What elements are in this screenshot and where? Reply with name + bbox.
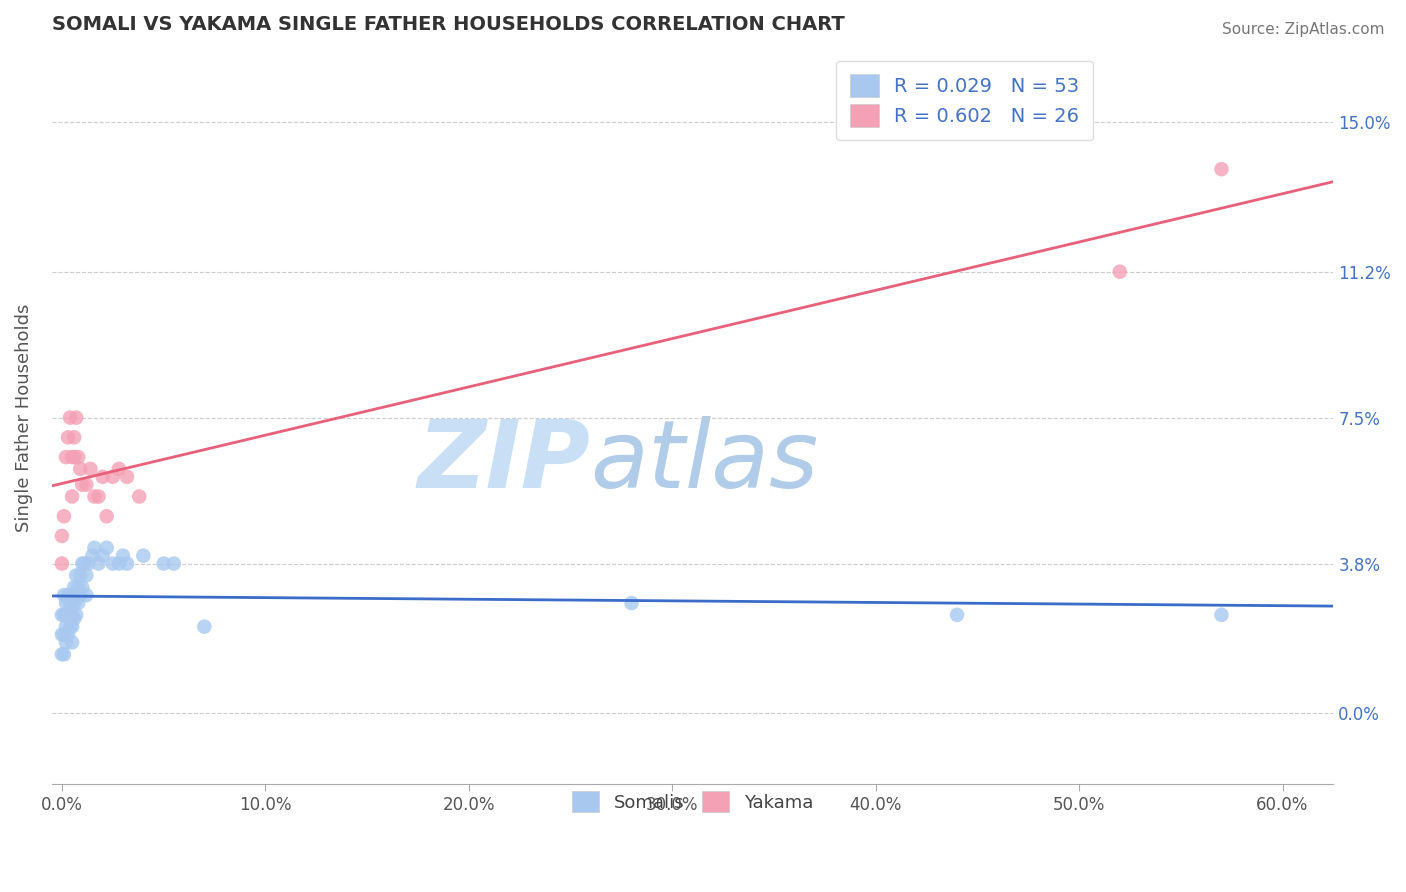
Point [101,557,124,571]
Point [60,588,83,602]
Point [63,430,86,444]
Point [163,557,186,571]
Point [52,627,75,641]
Point [72,477,94,491]
Point [65,588,87,602]
Point [60,607,83,622]
Point [1108,265,1130,279]
Point [67,596,90,610]
Point [72,580,94,594]
Point [59,620,82,634]
Point [83,541,105,555]
Point [946,607,969,622]
Text: ZIP: ZIP [418,416,591,508]
Point [73,557,96,571]
Legend: Somalis, Yakama: Somalis, Yakama [558,777,828,827]
Point [75,568,97,582]
Point [69,462,91,476]
Point [59,596,82,610]
Point [52,647,75,661]
Point [132,549,155,563]
Point [55,450,77,464]
Point [63,580,86,594]
Point [96,541,118,555]
Point [60,490,83,504]
Text: SOMALI VS YAKAMA SINGLE FATHER HOUSEHOLDS CORRELATION CHART: SOMALI VS YAKAMA SINGLE FATHER HOUSEHOLD… [52,15,845,34]
Y-axis label: Single Father Households: Single Father Households [15,303,32,532]
Point [96,509,118,524]
Point [63,450,86,464]
Point [65,607,87,622]
Point [59,410,82,425]
Point [65,410,87,425]
Point [101,470,124,484]
Point [56,607,79,622]
Point [56,588,79,602]
Point [77,557,100,571]
Point [51,607,73,622]
Point [111,549,134,563]
Point [60,635,83,649]
Point [55,620,77,634]
Point [115,557,138,571]
Text: atlas: atlas [591,417,818,508]
Point [1211,607,1233,622]
Point [75,588,97,602]
Point [55,635,77,649]
Point [55,607,77,622]
Point [620,596,643,610]
Point [152,557,174,571]
Point [87,490,110,504]
Point [115,470,138,484]
Point [55,596,77,610]
Point [108,462,131,476]
Point [51,647,73,661]
Point [193,620,215,634]
Point [52,588,75,602]
Point [65,568,87,582]
Point [51,557,73,571]
Point [91,549,114,563]
Point [60,450,83,464]
Point [83,490,105,504]
Point [51,529,73,543]
Point [72,557,94,571]
Point [91,470,114,484]
Text: Source: ZipAtlas.com: Source: ZipAtlas.com [1222,22,1385,37]
Point [69,588,91,602]
Point [52,509,75,524]
Point [63,596,86,610]
Point [56,627,79,641]
Point [60,620,83,634]
Point [56,430,79,444]
Point [69,568,91,582]
Point [75,477,97,491]
Point [79,462,101,476]
Point [108,557,131,571]
Point [87,557,110,571]
Point [63,612,86,626]
Point [51,627,73,641]
Point [52,607,75,622]
Point [67,580,90,594]
Point [59,607,82,622]
Point [67,450,90,464]
Point [1211,162,1233,177]
Point [82,549,104,563]
Point [128,490,150,504]
